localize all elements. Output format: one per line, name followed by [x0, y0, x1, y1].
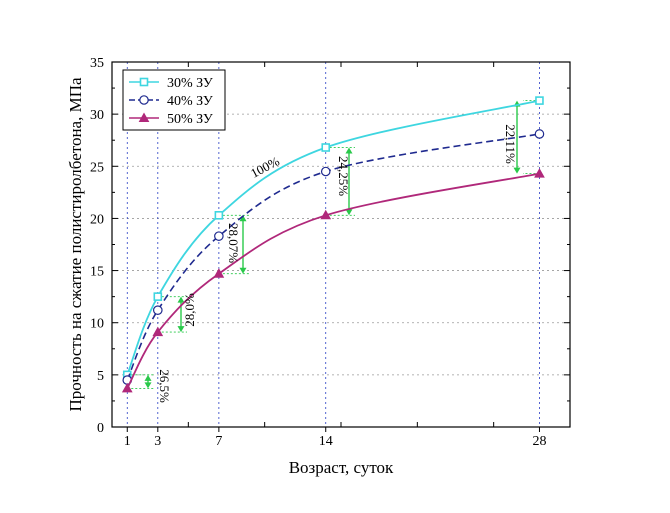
- data-point: [214, 231, 224, 241]
- series-3: [121, 168, 545, 393]
- y-tick-label: 35: [90, 56, 104, 71]
- data-point: [535, 96, 544, 105]
- data-point: [121, 382, 133, 393]
- arrow-head: [239, 215, 247, 222]
- annotation-label: 22,11%: [503, 124, 518, 164]
- y-tick-label: 30: [90, 108, 104, 123]
- data-point: [153, 305, 163, 315]
- legend-label: 50% ЗУ: [167, 112, 213, 127]
- x-tick-label: 3: [154, 434, 161, 449]
- series-line: [126, 172, 540, 389]
- x-tick-label: 7: [215, 434, 222, 449]
- arrow-head: [144, 374, 152, 381]
- annotation-label: 28,07%: [226, 223, 241, 263]
- legend-marker: [138, 112, 150, 122]
- y-tick-label: 15: [90, 265, 104, 280]
- data-point: [153, 292, 163, 301]
- series-line: [126, 99, 540, 376]
- x-axis-title: Возраст, суток: [289, 458, 394, 477]
- x-tick-label: 14: [319, 434, 333, 449]
- annotation-label: 26,5%: [157, 369, 172, 403]
- y-tick-labels: 0 5 10 15 20 25 30 35: [90, 56, 104, 436]
- legend-marker: [139, 95, 149, 105]
- series-1: [122, 96, 544, 380]
- ticks: [111, 61, 571, 432]
- arrow-head: [345, 147, 353, 154]
- data-point: [214, 211, 224, 220]
- y-tick-label: 0: [97, 421, 104, 436]
- arrow-head: [513, 167, 521, 174]
- series-layer: [121, 96, 545, 393]
- data-point: [213, 268, 225, 278]
- data-point: [321, 143, 331, 152]
- y-tick-label: 25: [90, 160, 104, 175]
- x-tick-labels: 1 3 7 14 28: [124, 434, 547, 449]
- legend-marker: [139, 77, 149, 87]
- grid: [112, 113, 570, 376]
- x-tick-label: 28: [532, 434, 546, 449]
- arrow-head: [144, 382, 152, 389]
- arrow-head: [345, 209, 353, 216]
- annotation-labels: 26,5% 28,0% 28,07% 24,25% 22,11% 100%: [157, 124, 518, 403]
- data-point: [534, 168, 545, 178]
- arrow-head: [177, 296, 185, 303]
- annotation-label: 28,0%: [182, 293, 197, 327]
- difference-arrows: [127, 100, 540, 389]
- legend: 30% ЗУ 40% ЗУ 50% ЗУ: [122, 69, 226, 131]
- data-point: [152, 326, 164, 337]
- data-point: [320, 209, 332, 220]
- series-2: [122, 129, 545, 385]
- data-point: [320, 166, 331, 177]
- series-line: [126, 133, 540, 381]
- arrow-head: [177, 326, 185, 333]
- annotation-label: 100%: [248, 153, 282, 181]
- legend-label: 40% ЗУ: [167, 94, 213, 109]
- y-axis-title: Прочность на сжатие полистиролбетона, МП…: [66, 77, 85, 411]
- y-tick-label: 5: [97, 369, 104, 384]
- legend-label: 30% ЗУ: [167, 76, 213, 91]
- arrow-head: [239, 267, 247, 274]
- x-tick-label: 1: [124, 434, 131, 449]
- y-tick-label: 20: [90, 212, 104, 227]
- annotation-label: 24,25%: [336, 156, 351, 196]
- y-tick-label: 10: [90, 317, 104, 332]
- data-point: [534, 129, 545, 139]
